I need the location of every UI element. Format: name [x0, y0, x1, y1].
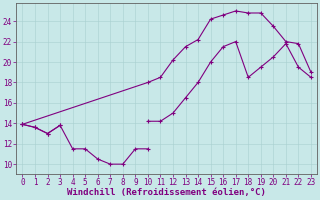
X-axis label: Windchill (Refroidissement éolien,°C): Windchill (Refroidissement éolien,°C)	[67, 188, 266, 197]
